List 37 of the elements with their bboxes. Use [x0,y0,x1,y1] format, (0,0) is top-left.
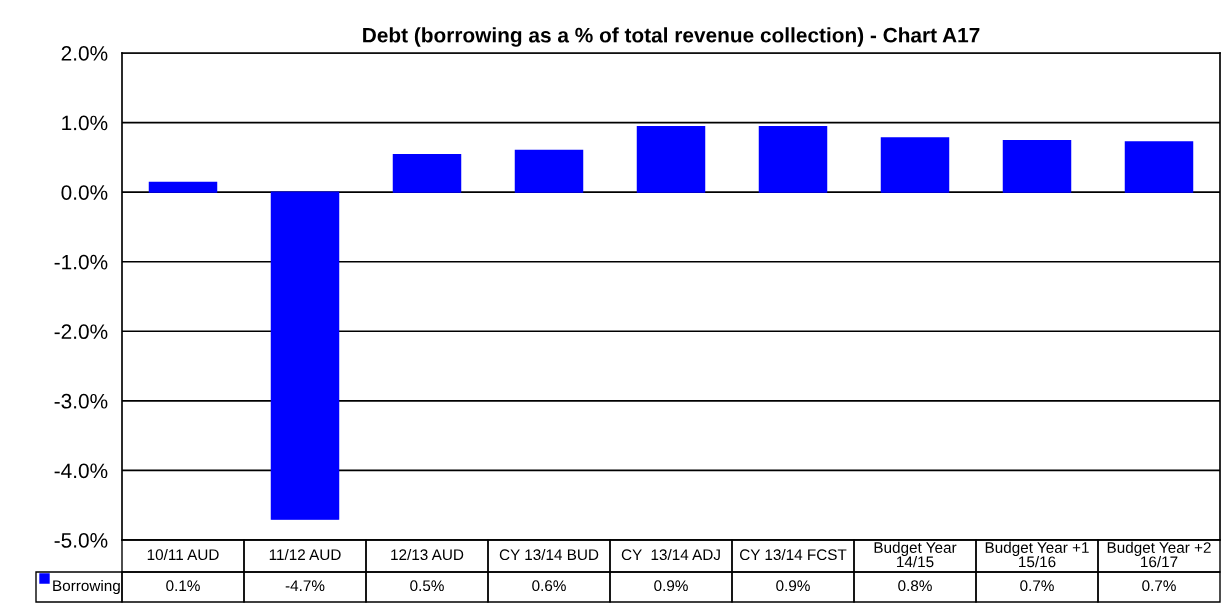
data-label: 0.5% [410,580,444,592]
bar [880,137,950,193]
chart-title: Debt (borrowing as a % of total revenue collection) - Chart A17 [363,27,980,47]
data-label: 0.1% [166,580,200,592]
data-label: 0.9% [654,580,688,592]
x-tick-label: Budget Year 14/15 [874,541,957,568]
data-label: -4.7% [285,580,325,592]
y-tick-label: -1.0% [54,254,108,270]
data-label: 0.9% [776,580,810,592]
x-tick-label: Budget Year +2 16/17 [1107,541,1211,568]
bar [270,191,340,520]
x-tick-label: 12/13 AUD [391,548,464,561]
data-label: 0.7% [1142,580,1176,592]
y-tick-label: -3.0% [54,393,108,409]
x-tick-label: 10/11 AUD [147,548,219,561]
x-tick-label: CY 13/14 ADJ [621,548,720,561]
bar [1002,139,1072,193]
data-label: 0.7% [1020,580,1054,592]
bar [636,126,706,193]
y-tick-label: 1.0% [62,115,108,131]
y-tick-label: 2.0% [61,46,108,61]
bar [148,181,218,193]
data-label: 0.6% [532,580,566,592]
x-tick-label: CY 13/14 FCST [740,548,847,561]
legend-label: Borrowing [53,579,120,595]
y-tick-label: -2.0% [54,324,108,340]
bar [1124,141,1194,193]
y-tick-label: -5.0% [54,533,108,548]
x-tick-label: CY 13/14 BUD [499,548,599,561]
bar [758,126,828,193]
bar [514,149,584,193]
x-tick-label: 11/12 AUD [269,548,341,561]
bar [392,153,462,193]
data-label: 0.8% [898,580,932,592]
y-tick-label: -4.0% [54,463,108,479]
x-tick-label: Budget Year +1 15/16 [985,541,1089,568]
y-tick-label: 0.0% [61,185,108,200]
